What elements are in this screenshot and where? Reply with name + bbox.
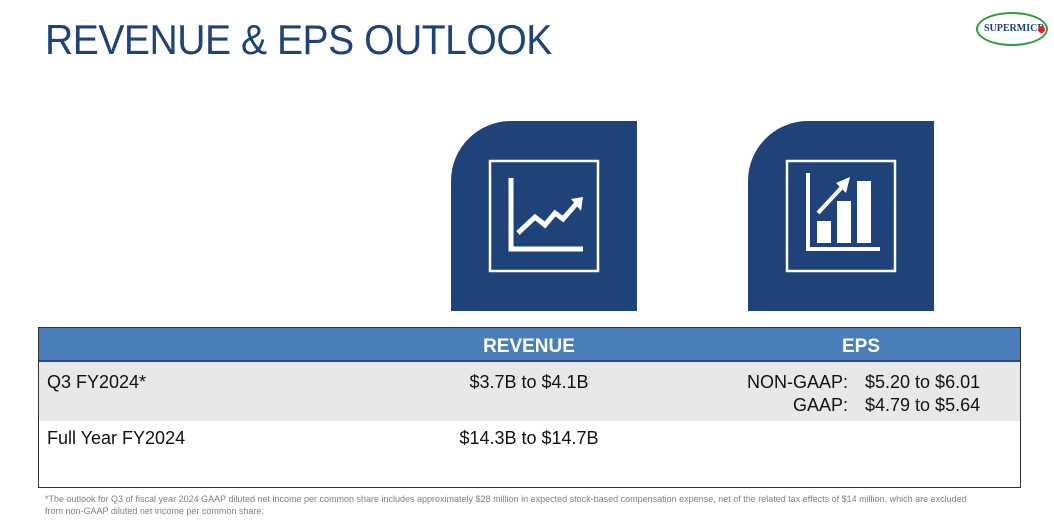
eps-value: $5.20 to $6.01 <box>865 372 981 392</box>
row-label: Full Year FY2024 <box>47 428 186 448</box>
eps-label: NON-GAAP: <box>746 372 848 392</box>
header-row: REVENUE EPS <box>39 328 1020 362</box>
column-header: EPS <box>841 336 881 357</box>
table-row: Q3 FY2024* $3.7B to $4.1B NON-GAAP: $5.2… <box>39 362 1020 421</box>
footnote: *The outlook for Q3 of fiscal year 2024 … <box>45 494 967 516</box>
table-row: Full Year FY2024 $14.3B to $14.7B <box>39 421 1020 456</box>
logo-text: SUPERMICR <box>984 23 1045 34</box>
eps-label: GAAP: <box>792 395 848 415</box>
revenue-icon <box>451 121 637 311</box>
row-label: Q3 FY2024* <box>47 372 147 392</box>
logo-dot <box>1038 26 1045 33</box>
eps-value: $4.79 to $5.64 <box>865 395 981 415</box>
eps-icon <box>748 121 934 311</box>
title: REVENUE & EPS OUTLOOK <box>45 16 552 63</box>
logo: SUPERMICR <box>976 12 1048 46</box>
revenue-value: $3.7B to $4.1B <box>469 372 589 392</box>
revenue-value: $14.3B to $14.7B <box>459 428 599 448</box>
outlook-table: REVENUE EPS Q3 FY2024* $3.7B to $4.1B NO… <box>38 327 1021 488</box>
column-header: REVENUE <box>483 336 575 357</box>
